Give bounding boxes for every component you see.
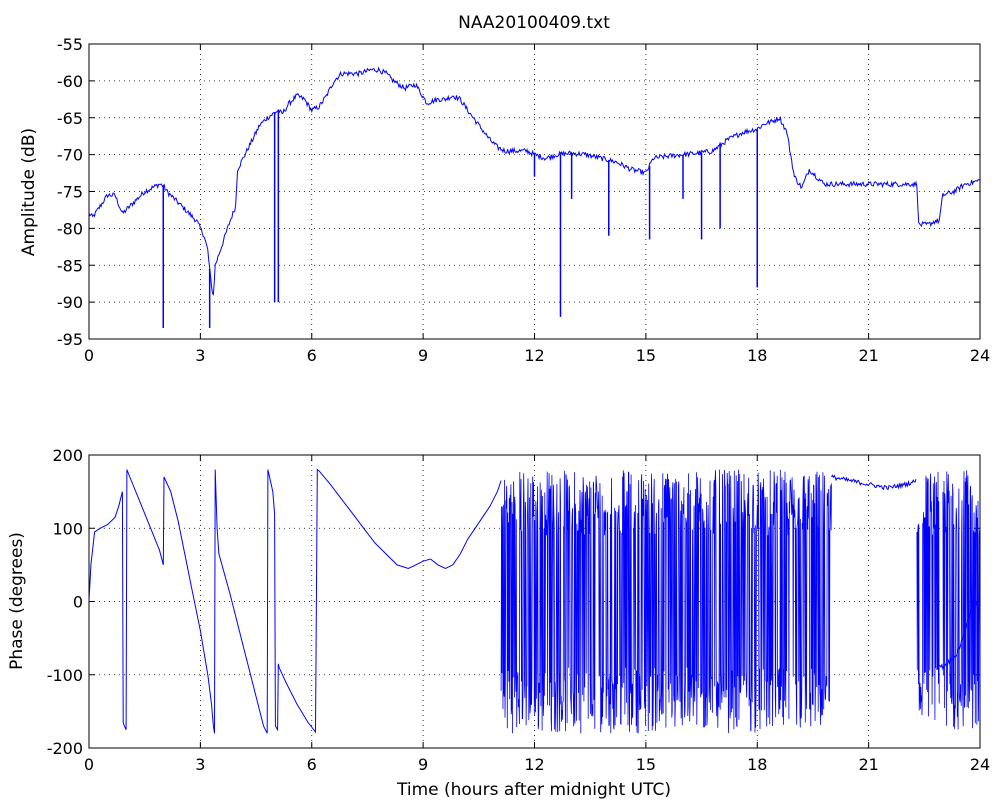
phase-noise: [942, 470, 981, 730]
chart-title: NAA20100409.txt: [458, 13, 610, 33]
amplitude-chart: 0 3 6 9 12 15 18 21 24 -55 -60 -65 -70 -75 -80 -85 -90 -9…: [19, 35, 990, 365]
y-tick-label: -65: [57, 109, 83, 128]
y-tick-label: -90: [57, 293, 83, 312]
y-tick-label: -100: [47, 666, 83, 685]
x-tick-label: 9: [418, 346, 428, 365]
y-tick-label: 100: [52, 519, 83, 538]
phase-y-axis-label: Phase (degrees): [7, 532, 27, 670]
amplitude-y-axis-label: Amplitude (dB): [19, 128, 39, 256]
phase-segment: [831, 474, 917, 491]
y-tick-label: -60: [57, 72, 83, 91]
amplitude-grid: [89, 44, 980, 339]
y-tick-label: -200: [47, 739, 83, 758]
x-tick-label: 18: [747, 755, 767, 774]
x-tick-label: 21: [858, 755, 878, 774]
y-tick-label: -70: [57, 146, 83, 165]
x-tick-label: 0: [84, 346, 94, 365]
phase-line: [88, 468, 502, 734]
x-tick-label: 0: [84, 755, 94, 774]
y-tick-label: -85: [57, 256, 83, 275]
x-tick-label: 12: [524, 755, 544, 774]
phase-noise: [500, 469, 832, 734]
x-tick-label: 21: [858, 346, 878, 365]
x-tick-label: 18: [747, 346, 767, 365]
phase-segment: [939, 599, 980, 671]
x-tick-label: 15: [636, 755, 656, 774]
y-tick-label: -80: [57, 219, 83, 238]
amplitude-series: [88, 66, 981, 328]
y-tick-label: 200: [52, 446, 83, 465]
x-tick-label: 6: [307, 346, 317, 365]
x-tick-label: 12: [524, 346, 544, 365]
y-tick-label: -95: [57, 330, 83, 349]
y-tick-label: 0: [73, 593, 83, 612]
x-tick-label: 3: [195, 346, 205, 365]
y-tick-label: -75: [57, 183, 83, 202]
x-tick-label: 15: [636, 346, 656, 365]
phase-x-axis-label: Time (hours after midnight UTC): [396, 780, 671, 800]
amplitude-line: [88, 66, 981, 296]
x-tick-label: 9: [418, 755, 428, 774]
x-tick-label: 6: [307, 755, 317, 774]
y-tick-label: -55: [57, 35, 83, 54]
phase-chart: 0 3 6 9 12 15 18 21 24 200 100 0 -100 -200 Phase (deg…: [7, 446, 990, 800]
x-tick-label: 24: [970, 346, 990, 365]
phase-ticks: 0 3 6 9 12 15 18 21 24 200 100 0 -100 -200: [47, 446, 990, 774]
phase-series: [88, 468, 981, 734]
amplitude-ticks: 0 3 6 9 12 15 18 21 24 -55 -60 -65 -70 -75 -80 -85 -90 -9…: [57, 35, 990, 365]
x-tick-label: 3: [195, 755, 205, 774]
x-tick-label: 24: [970, 755, 990, 774]
phase-noise: [916, 471, 940, 721]
